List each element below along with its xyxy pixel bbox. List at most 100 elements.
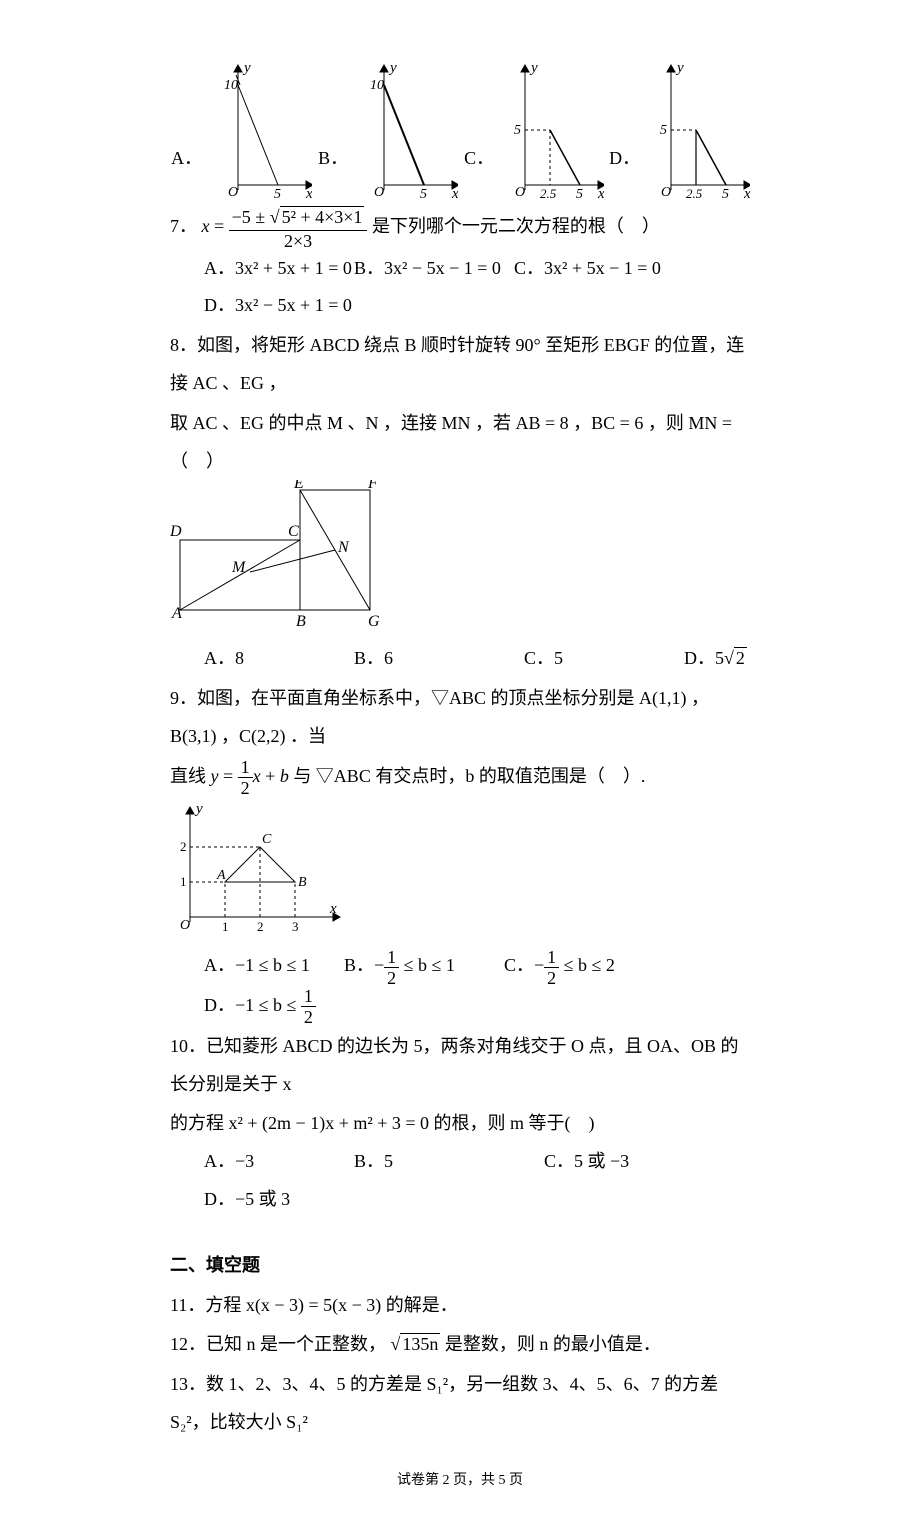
q6d-O: O	[661, 185, 671, 200]
q9-l2-mid: 与 ▽ABC 有交点时，b 的取值范围是（ ）.	[293, 766, 645, 786]
q7-den: 2×3	[229, 231, 368, 250]
q12: 12．已知 n 是一个正整数， √135n 是整数，则 n 的最小值是．	[170, 1326, 750, 1364]
q9d-d: 2	[301, 1007, 316, 1026]
q6b-x5: 5	[420, 187, 427, 200]
q7-sqrt: 5² + 4×3×1	[280, 206, 365, 229]
q8-c-lbl: C．	[524, 648, 554, 668]
q7-d-expr: 3x² − 5x + 1 = 0	[235, 295, 352, 315]
q7-top-prefix: −5 ±	[232, 207, 270, 227]
q10-b-val: 5	[384, 1151, 393, 1171]
q8-D: D	[170, 523, 182, 540]
q7: 7． x = −5 ± √5² + 4×3×1 2×3 是下列哪个一元二次方程的…	[170, 206, 750, 250]
q9-figure: O 1 2 3 1 2 A B C x y	[170, 797, 350, 947]
q8-figure: A B C D E F G M N	[170, 480, 390, 640]
q12-sqrt: 135n	[400, 1333, 440, 1356]
q8-F: F	[367, 480, 378, 492]
q10-c-lbl: C．	[544, 1151, 574, 1171]
q8-c-val: 5	[554, 648, 563, 668]
q6d-y5: 5	[660, 123, 667, 138]
q6-opt-d-label: D．	[608, 140, 642, 200]
q8-N: N	[337, 539, 350, 556]
q7-options: A．3x² + 5x + 1 = 0 B．3x² − 5x − 1 = 0 C．…	[170, 250, 750, 326]
q10-a-lbl: A．	[204, 1151, 235, 1171]
q9-x2: 2	[257, 919, 264, 934]
q9-a-expr: −1 ≤ b ≤ 1	[235, 955, 310, 975]
q9-yaxis: y	[194, 801, 203, 817]
q9-y1: 1	[180, 874, 187, 889]
q9-line1: 9．如图，在平面直角坐标系中，▽ABC 的顶点坐标分别是 A(1,1) ，B(3…	[170, 680, 750, 756]
q6-opt-c-label: C．	[462, 140, 496, 200]
q8-M: M	[231, 559, 247, 576]
q6-opt-b-label: B．	[316, 140, 350, 200]
q6a-yaxis: y	[242, 60, 251, 76]
q12-suf: 是整数，则 n 的最小值是．	[445, 1334, 661, 1354]
q6c-x25: 2.5	[540, 186, 557, 200]
q9-B: B	[298, 875, 307, 890]
q10-c-val: 5 或 −3	[574, 1151, 629, 1171]
q10-options: A．−3 B．5 C．5 或 −3 D．−5 或 3	[170, 1143, 750, 1219]
q9-x3: 3	[292, 919, 299, 934]
q8-line2: 取 AC 、EG 的中点 M 、N ，连接 MN ，若 AB = 8 ，BC =…	[170, 405, 750, 481]
q8-a-lbl: A．	[204, 648, 235, 668]
q6d-yaxis: y	[675, 60, 684, 76]
q9-xaxis: x	[329, 901, 337, 917]
q6c-xaxis: x	[597, 186, 604, 200]
q7-a-lbl: A．	[204, 258, 235, 278]
q8-line1: 8．如图，将矩形 ABCD 绕点 B 顺时针旋转 90° 至矩形 EBGF 的位…	[170, 327, 750, 403]
q9-y2: 2	[180, 839, 187, 854]
q7-prefix: 7．	[170, 216, 197, 236]
q6-option-row: A． 10 5 O x y B． 10 5 O x y C．	[170, 60, 750, 200]
q8-options: A．8 B．6 C．5 D．5√2	[170, 640, 750, 678]
q8-G: G	[368, 613, 380, 630]
q6-graph-b: 10 5 O x y	[354, 60, 458, 200]
q9-options: A．−1 ≤ b ≤ 1 B．−12 ≤ b ≤ 1 C．−12 ≤ b ≤ 2…	[170, 947, 750, 1026]
q9-frac-den: 2	[238, 778, 253, 797]
q9-b-expr: −12 ≤ b ≤ 1	[374, 955, 455, 975]
q9b-d: 2	[384, 968, 399, 987]
q6b-y10: 10	[370, 78, 384, 93]
q10-d-val: −5 或 3	[235, 1189, 290, 1209]
q9-c-lbl: C．	[504, 955, 534, 975]
q6c-x5: 5	[576, 187, 583, 200]
q9d-p: −1 ≤ b ≤	[235, 995, 301, 1015]
q6-graph-c: 5 2.5 5 O x y	[500, 60, 604, 200]
q11: 11．方程 x(x − 3) = 5(x − 3) 的解是．	[170, 1287, 750, 1325]
q10-a-val: −3	[235, 1151, 254, 1171]
q9c-d: 2	[544, 968, 559, 987]
q8-d-lbl: D．	[684, 648, 715, 668]
q9c-r: ≤ b ≤ 2	[559, 955, 615, 975]
q9-d-lbl: D．	[204, 995, 235, 1015]
q9c-n: 1	[544, 948, 559, 968]
q7-a-expr: 3x² + 5x + 1 = 0	[235, 258, 352, 278]
q7-b-lbl: B．	[354, 258, 384, 278]
q6-graph-d: 5 2.5 5 O x y	[646, 60, 750, 200]
q9b-r: ≤ b ≤ 1	[399, 955, 455, 975]
q8-a-val: 8	[235, 648, 244, 668]
q6c-O: O	[515, 185, 525, 200]
q6a-x5: 5	[274, 187, 281, 200]
q9-A: A	[216, 868, 226, 883]
q9-frac-num: 1	[238, 758, 253, 778]
q9-a-lbl: A．	[204, 955, 235, 975]
q7-d-lbl: D．	[204, 295, 235, 315]
q9-b-lbl: B．	[344, 955, 374, 975]
q6a-y10: 10	[224, 78, 238, 93]
q12-pre: 12．已知 n 是一个正整数，	[170, 1334, 386, 1354]
q8-E: E	[293, 480, 304, 492]
q6d-x5: 5	[722, 187, 729, 200]
q7-b-expr: 3x² − 5x − 1 = 0	[384, 258, 501, 278]
q6c-y5: 5	[514, 123, 521, 138]
page-footer: 试卷第 2 页，共 5 页	[170, 1466, 750, 1495]
q10-b-lbl: B．	[354, 1151, 384, 1171]
q9d-n: 1	[301, 987, 316, 1007]
q9-C: C	[262, 832, 272, 847]
q8-d-val: 5√2	[715, 648, 747, 668]
q8-C: C	[288, 523, 299, 540]
q6a-O: O	[228, 185, 238, 200]
section2-title: 二、填空题	[170, 1247, 750, 1285]
q6b-yaxis: y	[388, 60, 397, 76]
q9-d-expr: −1 ≤ b ≤ 12	[235, 995, 316, 1015]
q8-B: B	[296, 613, 306, 630]
q6a-xaxis: x	[305, 186, 312, 200]
q8-b-lbl: B．	[354, 648, 384, 668]
